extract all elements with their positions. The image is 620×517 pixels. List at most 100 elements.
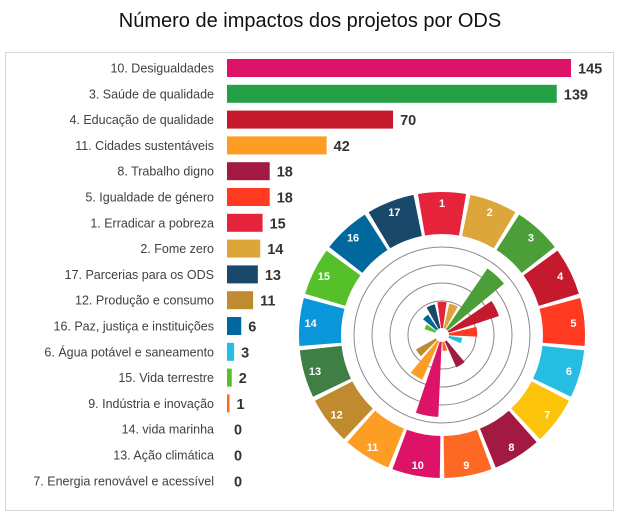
wheel-number-10: 10: [412, 460, 424, 472]
value-label: 139: [564, 87, 588, 103]
category-label: 13. Ação climática: [113, 449, 214, 463]
wheel-segment-7: [511, 381, 569, 440]
wheel-number-3: 3: [528, 232, 534, 244]
value-label: 0: [234, 423, 242, 439]
category-label: 1. Erradicar a pobreza: [90, 216, 214, 230]
category-label: 6. Água potável e saneamento: [44, 344, 214, 359]
wheel-impact-wedge-3: [442, 268, 504, 335]
wheel-number-1: 1: [439, 198, 445, 210]
category-label: 16. Paz, justiça e instituições: [54, 320, 215, 334]
wheel-number-7: 7: [544, 410, 550, 422]
category-label: 9. Indústria e inovação: [88, 397, 214, 411]
wheel-number-6: 6: [566, 366, 572, 378]
category-label: 2. Fome zero: [140, 242, 214, 256]
bar: [227, 317, 242, 335]
category-label: 8. Trabalho digno: [117, 165, 214, 179]
wheel-ring-1: [353, 246, 531, 424]
wheel-number-2: 2: [487, 207, 493, 219]
value-label: 145: [578, 62, 602, 78]
bar: [227, 188, 270, 206]
category-label: 7. Energia renovável e acessível: [33, 474, 214, 488]
value-label: 15: [270, 216, 286, 232]
category-label: 12. Produção e consumo: [75, 294, 214, 308]
chart-title: Número de impactos dos projetos por ODS: [118, 10, 502, 32]
value-label: 18: [277, 165, 293, 181]
bar: [227, 84, 557, 103]
wheel-number-14: 14: [304, 318, 317, 330]
wheel-impact-wedge-12: [415, 335, 442, 357]
wheel-segment-4: [523, 250, 579, 306]
category-label: 11. Cidades sustentáveis: [75, 139, 214, 153]
plot-border: [5, 52, 614, 511]
bar: [227, 291, 254, 310]
value-label: 13: [265, 268, 281, 284]
value-label: 0: [234, 474, 242, 490]
wheel-segment-9: [443, 429, 492, 478]
wheel-segment-17: [368, 194, 422, 249]
value-label: 14: [267, 242, 283, 258]
bar: [227, 239, 261, 258]
value-label: 2: [239, 371, 247, 387]
wheel-impact-wedge-8: [442, 335, 465, 368]
wheel-number-9: 9: [463, 460, 469, 472]
bar: [227, 368, 232, 387]
bar: [227, 136, 327, 155]
bar: [227, 265, 258, 284]
wheel-segment-2: [462, 194, 516, 249]
wheel-segment-11: [347, 410, 405, 468]
wheel-segment-5: [539, 298, 585, 346]
bar: [227, 162, 270, 181]
wheel-segment-15: [305, 250, 361, 306]
wheel-hub: [435, 328, 449, 342]
bar: [227, 110, 394, 129]
wheel-impact-wedge-4: [442, 301, 499, 335]
value-label: 11: [260, 294, 275, 310]
bar: [227, 59, 571, 77]
wheel-segment-3: [496, 214, 555, 273]
value-label: 1: [237, 397, 245, 413]
wheel-number-12: 12: [331, 410, 343, 422]
wheel-segment-6: [533, 345, 585, 397]
bar: [227, 213, 263, 232]
wheel-impact-wedge-1: [437, 301, 447, 335]
wheel-impact-wedge-11: [410, 335, 442, 380]
wheel-number-8: 8: [508, 442, 514, 454]
wheel-ring-3: [389, 282, 495, 388]
value-label: 42: [334, 139, 350, 155]
wheel-number-4: 4: [557, 271, 564, 283]
category-label: 5. Igualdade de género: [85, 191, 214, 205]
category-label: 4. Educação de qualidade: [69, 113, 214, 127]
wheel-number-15: 15: [318, 271, 330, 283]
wheel-segment-8: [479, 410, 537, 468]
wheel-segment-13: [299, 345, 351, 397]
value-label: 18: [277, 191, 293, 207]
category-label: 3. Saúde de qualidade: [89, 87, 214, 101]
bar: [227, 394, 230, 413]
wheel-impact-wedge-5: [442, 326, 478, 337]
wheel-impact-wedge-10: [415, 335, 442, 417]
wheel-segment-12: [315, 381, 373, 440]
wheel-impact-wedge-2: [442, 303, 458, 335]
wheel-number-11: 11: [367, 442, 379, 454]
wheel-number-16: 16: [347, 232, 359, 244]
category-label: 17. Parcerias para os ODS: [65, 268, 214, 282]
bar: [227, 342, 235, 361]
value-label: 0: [234, 449, 242, 465]
wheel-number-5: 5: [570, 318, 576, 330]
wheel-segment-10: [392, 429, 441, 478]
category-label: 10. Desigualdades: [110, 62, 214, 76]
wheel-number-17: 17: [388, 207, 400, 219]
category-label: 14. vida marinha: [122, 423, 214, 437]
wheel-number-13: 13: [309, 366, 321, 378]
category-label: 15. Vida terrestre: [118, 371, 214, 385]
value-label: 6: [248, 320, 256, 336]
wheel-ring-2: [371, 264, 513, 406]
wheel-segment-16: [329, 214, 388, 273]
wheel-segment-14: [299, 298, 345, 346]
value-label: 70: [400, 113, 416, 129]
wheel-impact-wedge-17: [426, 304, 442, 335]
wheel-segment-1: [417, 192, 467, 236]
